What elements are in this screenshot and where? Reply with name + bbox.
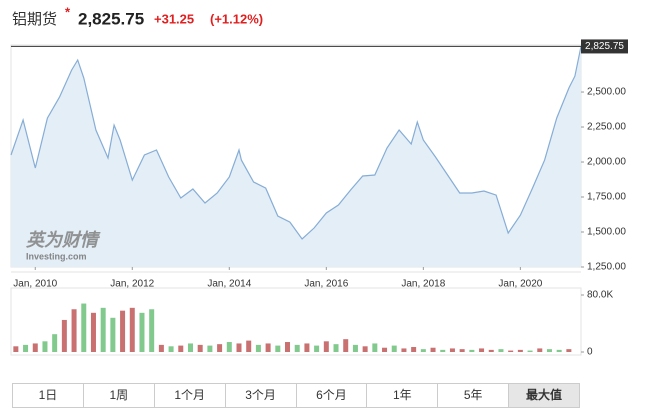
x-tick-label: Jan, 2010 xyxy=(13,279,57,290)
volume-bar xyxy=(285,342,291,352)
volume-bar xyxy=(236,343,242,352)
volume-bar xyxy=(61,319,67,352)
y-tick-label: 1,500.00 xyxy=(587,227,626,238)
range-button[interactable]: 6个月 xyxy=(297,384,368,407)
volume-bar xyxy=(32,343,38,352)
volume-bar xyxy=(265,343,271,352)
y-tick-label: 0 xyxy=(587,347,593,358)
volume-bar xyxy=(556,349,562,352)
volume-bar xyxy=(52,334,58,352)
x-tick-label: Jan, 2016 xyxy=(304,279,348,290)
range-button[interactable]: 3个月 xyxy=(226,384,297,407)
volume-bar xyxy=(149,309,155,352)
volume-bar xyxy=(479,348,485,352)
volume-bar xyxy=(314,345,320,352)
y-tick-label: 1,250.00 xyxy=(587,262,626,273)
volume-bar xyxy=(110,317,116,352)
volume-bar xyxy=(246,340,252,352)
volume-bar xyxy=(411,347,417,352)
volume-bar xyxy=(469,349,475,352)
y-tick-label: 80.0K xyxy=(587,290,613,301)
range-button[interactable]: 最大值 xyxy=(509,384,579,407)
x-tick-label: Jan, 2014 xyxy=(207,279,251,290)
area-fill xyxy=(11,46,581,268)
volume-bar xyxy=(440,349,446,352)
volume-bar xyxy=(527,350,533,352)
x-tick-label: Jan, 2012 xyxy=(110,279,154,290)
volume-bar xyxy=(168,346,174,352)
volume-bar xyxy=(343,339,349,352)
volume-bar xyxy=(362,346,368,352)
volume-bar xyxy=(537,348,543,352)
volume-bar xyxy=(333,344,339,352)
volume-bar xyxy=(226,342,232,352)
change: +31.25 xyxy=(154,11,194,26)
volume-bar xyxy=(420,349,426,352)
range-button[interactable]: 1日 xyxy=(13,384,84,407)
volume-bar xyxy=(517,349,523,352)
volume-bar xyxy=(81,303,87,352)
volume-bar xyxy=(566,349,572,352)
y-tick-label: 2,500.00 xyxy=(587,87,626,98)
volume-bar xyxy=(275,345,281,352)
volume-bar xyxy=(546,349,552,352)
watermark-site: Investing.com xyxy=(26,251,87,261)
volume-bar xyxy=(23,344,29,352)
volume-bar xyxy=(323,341,329,352)
volume-bar xyxy=(498,349,504,352)
volume-bar xyxy=(90,312,96,352)
volume-bar xyxy=(401,348,407,352)
volume-bar xyxy=(120,310,126,352)
volume-bar xyxy=(488,349,494,352)
volume-bar xyxy=(178,345,184,352)
volume-bar xyxy=(207,345,213,352)
volume-bar xyxy=(304,343,310,352)
range-button[interactable]: 1个月 xyxy=(155,384,226,407)
volume-bar xyxy=(13,346,19,352)
range-button[interactable]: 5年 xyxy=(438,384,510,407)
volume-bar xyxy=(508,350,514,352)
volume-bar xyxy=(430,347,436,352)
range-button[interactable]: 1周 xyxy=(84,384,155,407)
volume-bar xyxy=(158,344,164,352)
watermark-brand: 英为财情 xyxy=(26,230,101,250)
marker: * xyxy=(65,4,71,19)
range-bar: 1日 1周 1个月 3个月 6个月 1年 5年 最大值 xyxy=(12,383,580,408)
volume-bar xyxy=(217,344,223,352)
volume-bar xyxy=(294,344,300,352)
volume-bar xyxy=(372,343,378,352)
price-line xyxy=(10,46,582,240)
volume-bar xyxy=(391,345,397,352)
x-tick-label: Jan, 2020 xyxy=(498,279,542,290)
chart: 铝期货 * 2,825.75 +31.25 (+1.12%) 1,250.00 1… xyxy=(10,4,628,358)
range-button[interactable]: 1年 xyxy=(367,384,439,407)
instrument-title: 铝期货 xyxy=(12,11,57,28)
volume-bar xyxy=(139,312,145,352)
x-tick-label: Jan, 2018 xyxy=(401,279,445,290)
y-tick-label: 2,250.00 xyxy=(587,122,626,133)
change-pct: (+1.12%) xyxy=(210,11,263,26)
volume-bar xyxy=(382,347,388,352)
volume-bar xyxy=(187,343,193,352)
volume-bar xyxy=(197,344,203,352)
volume-bar xyxy=(129,307,135,352)
price: 2,825.75 xyxy=(78,9,144,28)
volume-bar xyxy=(71,309,77,352)
last-price-label: 2,825.75 xyxy=(585,41,624,52)
volume-bar xyxy=(42,341,48,352)
volume-bar xyxy=(449,348,455,352)
volume-bar xyxy=(255,344,261,352)
volume-frame xyxy=(10,287,582,356)
volume-bar xyxy=(459,349,465,352)
volume-bar xyxy=(100,307,106,352)
last-price-box xyxy=(581,39,628,54)
volume-bar xyxy=(352,344,358,352)
y-tick-label: 1,750.00 xyxy=(587,192,626,203)
y-tick-label: 2,000.00 xyxy=(587,157,626,168)
